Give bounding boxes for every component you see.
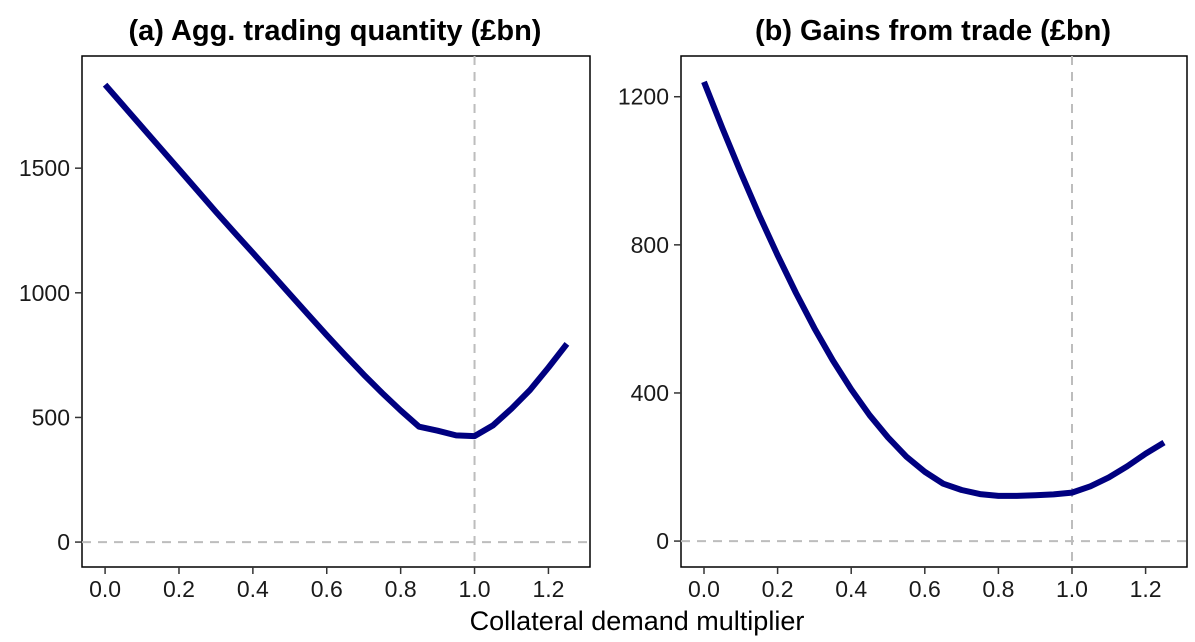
panel-b-title: (b) Gains from trade (£bn) xyxy=(755,15,1111,47)
panel-a-series xyxy=(102,82,570,440)
panel-a-title: (a) Agg. trading quantity (£bn) xyxy=(129,15,542,47)
panel-a-reference-lines xyxy=(82,56,590,567)
y-tick-label: 800 xyxy=(631,232,669,258)
x-tick-label: 0.6 xyxy=(909,576,941,602)
x-tick-label: 0.4 xyxy=(237,576,269,602)
x-tick-label: 0.4 xyxy=(835,576,867,602)
y-tick-label: 1500 xyxy=(19,155,70,181)
x-tick-label: 1.2 xyxy=(1130,576,1162,602)
x-tick-label: 1.0 xyxy=(459,576,491,602)
y-tick-label: 0 xyxy=(656,528,669,554)
y-tick-label: 1000 xyxy=(19,280,70,306)
y-tick-label: 400 xyxy=(631,380,669,406)
x-tick-label: 0.6 xyxy=(311,576,343,602)
panel-b-reference-lines xyxy=(681,56,1187,567)
x-tick-label: 0.2 xyxy=(762,576,794,602)
x-tick-label: 1.0 xyxy=(1056,576,1088,602)
y-tick-label: 1200 xyxy=(618,84,669,110)
panel-b-frame xyxy=(680,55,1188,568)
x-tick-label: 0.8 xyxy=(385,576,417,602)
x-tick-label: 0.0 xyxy=(89,576,121,602)
y-tick-label: 0 xyxy=(57,529,70,555)
x-tick-label: 0.8 xyxy=(982,576,1014,602)
panel-b-series-line xyxy=(701,80,1166,499)
x-axis-title: Collateral demand multiplier xyxy=(470,606,805,636)
panel-a-series-line xyxy=(102,82,570,440)
x-tick-label: 1.2 xyxy=(532,576,564,602)
panel-b-series xyxy=(701,80,1166,499)
panel-a-frame xyxy=(81,55,591,568)
y-tick-label: 500 xyxy=(32,404,70,430)
x-tick-label: 0.2 xyxy=(163,576,195,602)
panel-b: (b) Gains from trade (£bn) 0.0 0.2 0.4 0.6 0… xyxy=(618,15,1188,602)
panel-b-ticks: 0.0 0.2 0.4 0.6 0.8 1.0 1.2 0 400 800 1200 xyxy=(618,84,1162,602)
panel-a: (a) Agg. trading quantity (£bn) 0.0 0.2 0.… xyxy=(19,15,591,602)
panel-a-ticks: 0.0 0.2 0.4 0.6 0.8 1.0 1.2 0 500 1000 1500 xyxy=(19,155,565,602)
x-tick-label: 0.0 xyxy=(688,576,720,602)
